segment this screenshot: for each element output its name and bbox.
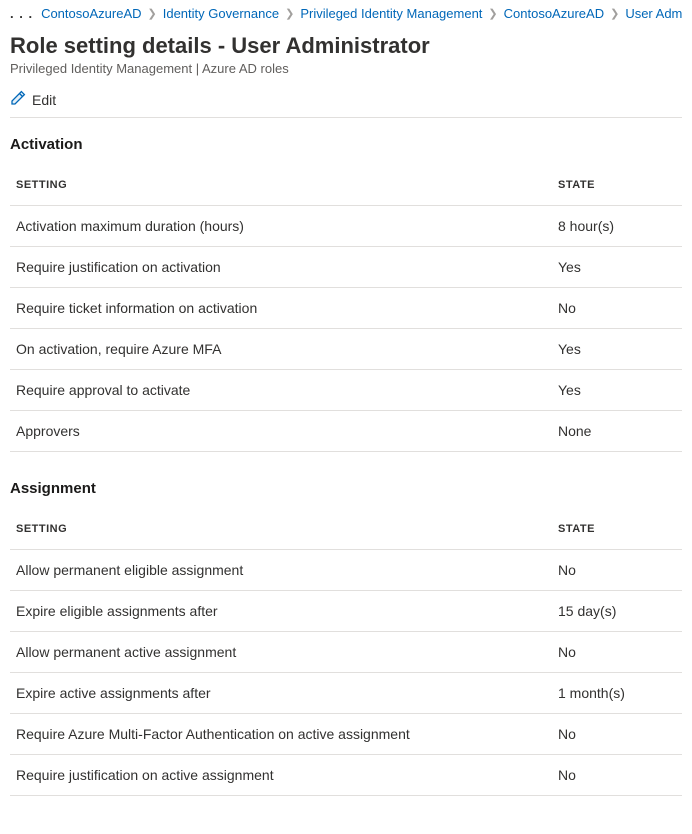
state-cell: Yes [552, 370, 682, 411]
setting-cell: Require justification on active assignme… [10, 755, 552, 796]
state-cell: No [552, 550, 682, 591]
setting-cell: Require justification on activation [10, 247, 552, 288]
chevron-right-icon: ❯ [148, 7, 157, 20]
table-row: Require justification on active assignme… [10, 755, 682, 796]
breadcrumb-item[interactable]: User Administrator [625, 6, 682, 21]
pencil-icon [10, 90, 26, 109]
setting-cell: Expire active assignments after [10, 673, 552, 714]
table-row: Expire active assignments after 1 month(… [10, 673, 682, 714]
page-subtitle: Privileged Identity Management | Azure A… [10, 61, 682, 76]
setting-cell: Allow permanent active assignment [10, 632, 552, 673]
table-row: Require justification on activation Yes [10, 247, 682, 288]
state-cell: No [552, 632, 682, 673]
state-cell: None [552, 411, 682, 452]
setting-cell: Activation maximum duration (hours) [10, 206, 552, 247]
table-row: Require ticket information on activation… [10, 288, 682, 329]
page-title: Role setting details - User Administrato… [10, 33, 682, 59]
breadcrumb-overflow[interactable]: . . . [10, 6, 33, 21]
state-cell: No [552, 288, 682, 329]
table-row: Activation maximum duration (hours) 8 ho… [10, 206, 682, 247]
setting-cell: Require Azure Multi-Factor Authenticatio… [10, 714, 552, 755]
table-row: Approvers None [10, 411, 682, 452]
column-header-setting: SETTING [10, 171, 552, 206]
section-title-activation: Activation [10, 136, 682, 153]
setting-cell: Expire eligible assignments after [10, 591, 552, 632]
section-title-assignment: Assignment [10, 480, 682, 497]
table-row: Require approval to activate Yes [10, 370, 682, 411]
setting-cell: Require ticket information on activation [10, 288, 552, 329]
setting-cell: On activation, require Azure MFA [10, 329, 552, 370]
breadcrumb-item[interactable]: ContosoAzureAD [41, 6, 141, 21]
table-row: Allow permanent active assignment No [10, 632, 682, 673]
breadcrumb-item[interactable]: ContosoAzureAD [504, 6, 604, 21]
table-row: Require Azure Multi-Factor Authenticatio… [10, 714, 682, 755]
table-row: Expire eligible assignments after 15 day… [10, 591, 682, 632]
breadcrumb: . . . ContosoAzureAD ❯ Identity Governan… [10, 6, 682, 21]
setting-cell: Approvers [10, 411, 552, 452]
state-cell: No [552, 755, 682, 796]
state-cell: Yes [552, 247, 682, 288]
table-row: On activation, require Azure MFA Yes [10, 329, 682, 370]
column-header-state: STATE [552, 515, 682, 550]
edit-button[interactable]: Edit [10, 90, 682, 118]
state-cell: No [552, 714, 682, 755]
chevron-right-icon: ❯ [488, 7, 497, 20]
chevron-right-icon: ❯ [610, 7, 619, 20]
breadcrumb-item[interactable]: Privileged Identity Management [300, 6, 482, 21]
setting-cell: Require approval to activate [10, 370, 552, 411]
assignment-table: SETTING STATE Allow permanent eligible a… [10, 515, 682, 796]
column-header-state: STATE [552, 171, 682, 206]
state-cell: 1 month(s) [552, 673, 682, 714]
edit-label: Edit [32, 92, 56, 108]
chevron-right-icon: ❯ [285, 7, 294, 20]
table-row: Allow permanent eligible assignment No [10, 550, 682, 591]
state-cell: 8 hour(s) [552, 206, 682, 247]
column-header-setting: SETTING [10, 515, 552, 550]
setting-cell: Allow permanent eligible assignment [10, 550, 552, 591]
breadcrumb-item[interactable]: Identity Governance [163, 6, 279, 21]
state-cell: Yes [552, 329, 682, 370]
activation-table: SETTING STATE Activation maximum duratio… [10, 171, 682, 452]
state-cell: 15 day(s) [552, 591, 682, 632]
